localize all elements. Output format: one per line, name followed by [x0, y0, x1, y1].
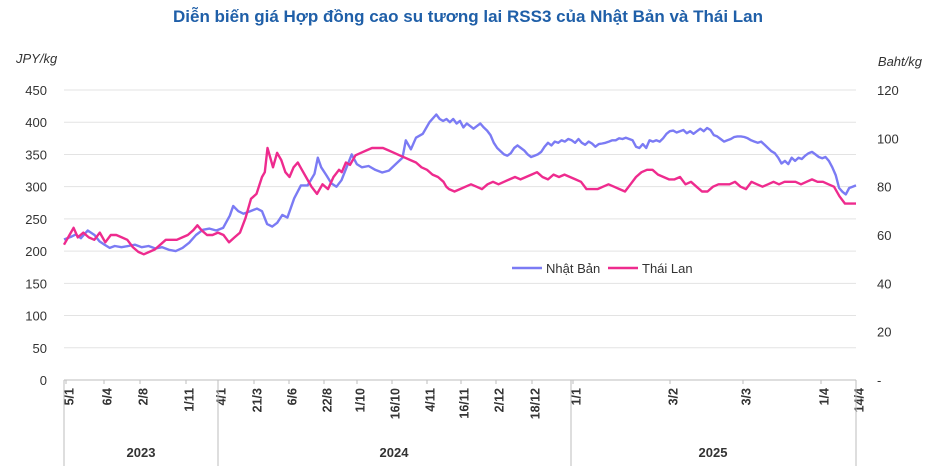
right-tick-label: 100 — [877, 131, 899, 146]
year-label: 2023 — [127, 445, 156, 460]
right-tick-label: 80 — [877, 180, 891, 195]
legend: Nhật Bản Thái Lan — [512, 261, 693, 276]
x-tick-label: 16/10 — [388, 388, 402, 419]
left-tick-label: 100 — [25, 309, 47, 324]
left-tick-label: 250 — [25, 212, 47, 227]
right-tick-label: - — [877, 373, 881, 388]
right-tick-label: 120 — [877, 83, 899, 98]
legend-label: Thái Lan — [642, 261, 693, 276]
left-tick-label: 400 — [25, 115, 47, 130]
right-tick-label: 60 — [877, 228, 891, 243]
x-axis: 5/1 6/4 2/8 1/11 4/1 21/3 6/6 22/8 1/10 16/10 4/11… — [62, 380, 866, 466]
x-tick-label: 2/8 — [136, 388, 150, 405]
left-axis-unit: JPY/kg — [15, 51, 58, 66]
x-tick-label: 18/12 — [528, 388, 542, 419]
x-tick-label: 4/1 — [214, 388, 228, 405]
left-tick-label: 0 — [40, 373, 47, 388]
x-tick-label: 3/3 — [739, 388, 753, 405]
left-tick-label: 450 — [25, 83, 47, 98]
left-tick-label: 300 — [25, 180, 47, 195]
x-tick-label: 1/4 — [817, 388, 831, 405]
x-tick-label: 1/10 — [353, 388, 367, 412]
x-tick-label: 5/1 — [62, 388, 76, 405]
series-line-japan — [63, 113, 857, 253]
x-tick-label: 14/4 — [852, 388, 866, 412]
x-tick-label: 21/3 — [250, 388, 264, 412]
x-tick-label: 6/6 — [285, 388, 299, 405]
right-axis-ticks: - 20 40 60 80 100 120 — [877, 83, 899, 388]
year-label: 2025 — [699, 445, 728, 460]
x-tick-label: 1/11 — [182, 388, 196, 412]
left-tick-label: 200 — [25, 244, 47, 259]
series-line-thailand — [62, 146, 856, 256]
left-tick-label: 50 — [33, 341, 47, 356]
x-tick-label: 16/11 — [457, 388, 471, 419]
legend-label: Nhật Bản — [546, 261, 600, 276]
right-tick-label: 20 — [877, 325, 891, 340]
series-lines — [62, 113, 857, 256]
x-tick-label: 22/8 — [320, 388, 334, 412]
year-label: 2024 — [380, 445, 410, 460]
x-tick-label: 3/2 — [666, 388, 680, 405]
left-axis-ticks: 0 50 100 150 200 250 300 350 400 450 — [25, 83, 47, 388]
left-tick-label: 350 — [25, 147, 47, 162]
right-axis-unit: Baht/kg — [878, 54, 923, 69]
gridlines — [64, 89, 856, 381]
right-tick-label: 40 — [877, 276, 891, 291]
x-tick-label: 6/4 — [100, 388, 114, 405]
x-tick-label: 1/1 — [569, 388, 583, 405]
left-tick-label: 150 — [25, 276, 47, 291]
x-tick-label: 4/11 — [423, 388, 437, 412]
chart-title: Diễn biến giá Hợp đồng cao su tương lai … — [173, 7, 763, 26]
x-tick-label: 2/12 — [492, 388, 506, 412]
